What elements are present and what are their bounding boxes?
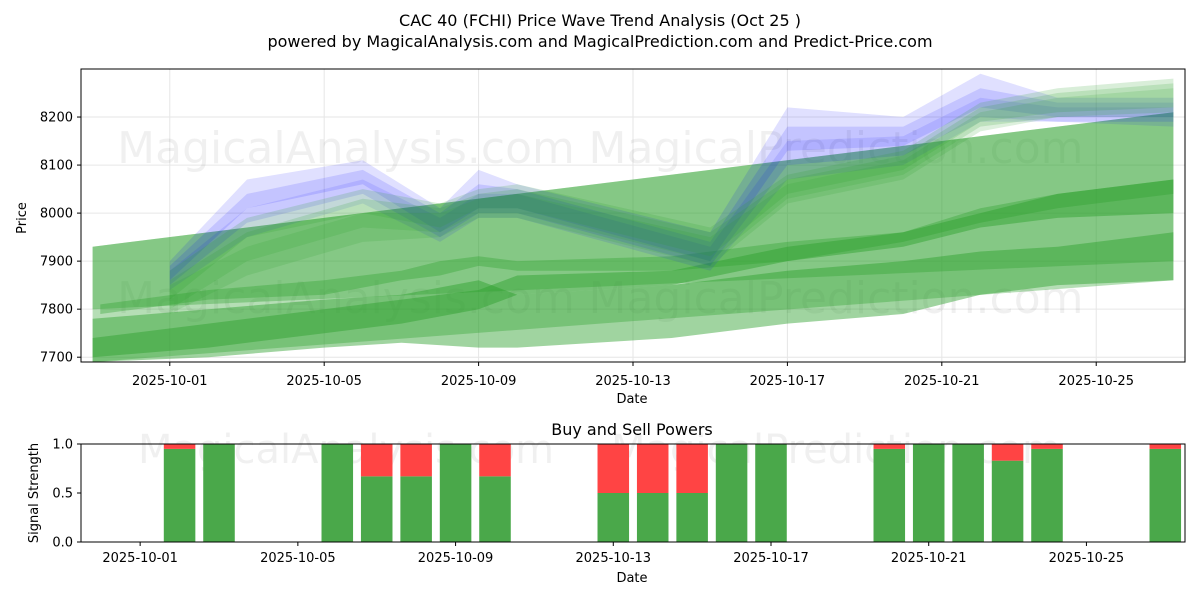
- signal-x-tick-label-0: 2025-10-01: [102, 551, 178, 566]
- buy-bar-4: [400, 476, 432, 542]
- buy-bar-7: [597, 493, 630, 542]
- price-x-axis-title: Date: [616, 392, 647, 407]
- signal-x-tick-label-6: 2025-10-25: [1049, 551, 1125, 566]
- history-band-green-band-1: [169, 78, 1174, 300]
- price-x-ticks: 2025-10-01 2025-10-05 2025-10-09 2025-10-13…: [132, 362, 1134, 389]
- history-band-blue-band-2: [169, 88, 1174, 286]
- buy-bar-14: [952, 444, 984, 542]
- price-x-tick-label-5: 2025-10-21: [904, 374, 980, 389]
- price-y-tick-label-2: 7900: [40, 255, 73, 270]
- buy-bar-6: [479, 476, 511, 542]
- sell-bar-8: [636, 444, 669, 493]
- sell-bar-15: [991, 444, 1024, 461]
- sell-bar-7: [597, 444, 630, 493]
- signal-x-tick-label-2: 2025-10-09: [418, 551, 494, 566]
- sell-bar-17: [1149, 444, 1182, 449]
- signal-y-tick-label-2: 1.0: [52, 438, 73, 453]
- buy-bar-12: [873, 448, 906, 542]
- watermark-upper-left: MagicalAnalysis.com: [117, 123, 575, 174]
- signal-x-tick-label-5: 2025-10-21: [891, 551, 967, 566]
- signal-plot-title: Buy and Sell Powers: [551, 420, 713, 439]
- prediction-band-green-wide-1: [92, 112, 1174, 362]
- watermark-lower-right: MagicalPrediction.com: [589, 273, 1084, 324]
- price-x-tick-label-2: 2025-10-09: [441, 374, 517, 389]
- buy-bar-0: [163, 448, 196, 542]
- price-y-axis-title: Price: [15, 202, 30, 234]
- sell-bar-12: [873, 444, 906, 449]
- sell-bar-9: [676, 444, 708, 493]
- chart-title: CAC 40 (FCHI) Price Wave Trend Analysis …: [399, 11, 801, 30]
- price-x-tick-label-0: 2025-10-01: [132, 374, 208, 389]
- signal-x-axis-title: Date: [616, 571, 647, 586]
- sell-bar-3: [360, 444, 393, 477]
- watermark-lower-left: MagicalAnalysis.com: [117, 273, 575, 324]
- buy-bar-8: [636, 493, 669, 542]
- prediction-band-green-mid-2: [100, 179, 1174, 314]
- signal-x-tick-label-4: 2025-10-17: [733, 551, 809, 566]
- history-band-green-band-2: [169, 83, 1174, 310]
- buy-bar-1: [203, 444, 235, 542]
- price-y-ticks: 7700 7800 7900 8000 8100 8200: [40, 111, 81, 366]
- price-y-tick-label-3: 8000: [40, 207, 73, 222]
- signal-bars: [163, 444, 1182, 542]
- buy-bar-16: [1031, 448, 1063, 542]
- buy-bar-5: [439, 444, 472, 542]
- buy-bar-10: [715, 444, 748, 542]
- signal-y-axis-title: Signal Strength: [27, 443, 42, 543]
- price-y-tick-label-0: 7700: [40, 351, 73, 366]
- buy-bar-11: [755, 444, 787, 542]
- sell-bar-0: [163, 444, 196, 449]
- price-x-tick-label-1: 2025-10-05: [286, 374, 362, 389]
- history-band-blue-band-1: [169, 73, 1174, 281]
- sell-bar-6: [479, 444, 511, 477]
- buy-bar-15: [991, 460, 1024, 542]
- signal-x-tick-label-1: 2025-10-05: [260, 551, 336, 566]
- prediction-band-green-mid-1: [92, 179, 1174, 358]
- signal-x-tick-label-3: 2025-10-13: [576, 551, 652, 566]
- signal-y-ticks: 0.0 0.5 1.0: [52, 438, 81, 551]
- history-band-green-band-3: [169, 88, 1174, 314]
- buy-bar-17: [1149, 448, 1182, 542]
- sell-bar-16: [1031, 444, 1063, 449]
- buy-bar-13: [912, 444, 945, 542]
- prediction-band-green-wide-2: [92, 232, 1174, 362]
- sell-bar-4: [400, 444, 432, 477]
- prediction-band-green-upper: [92, 112, 1174, 310]
- watermark-upper-right: MagicalPrediction.com: [589, 123, 1084, 174]
- signal-y-tick-label-0: 0.0: [52, 536, 73, 551]
- price-y-tick-label-4: 8100: [40, 159, 73, 174]
- price-grid: [81, 69, 1185, 362]
- price-bands: [92, 73, 1174, 362]
- price-y-tick-label-5: 8200: [40, 111, 73, 126]
- price-x-tick-label-3: 2025-10-13: [595, 374, 671, 389]
- price-y-tick-label-1: 7800: [40, 303, 73, 318]
- history-band-blue-band-3: [169, 97, 1174, 290]
- chart-subtitle: powered by MagicalAnalysis.com and Magic…: [267, 32, 932, 51]
- signal-y-tick-label-1: 0.5: [52, 487, 73, 502]
- signal-x-ticks: 2025-10-01 2025-10-05 2025-10-09 2025-10-13…: [102, 542, 1124, 566]
- price-plot: MagicalAnalysis.com MagicalPrediction.co…: [15, 68, 1186, 407]
- signal-plot: Buy and Sell Powers MagicalAnalysis.com …: [27, 420, 1186, 586]
- buy-bar-2: [321, 444, 354, 542]
- price-x-tick-label-4: 2025-10-17: [750, 374, 826, 389]
- buy-bar-9: [676, 493, 708, 542]
- price-x-tick-label-6: 2025-10-25: [1058, 374, 1134, 389]
- price-watermarks: MagicalAnalysis.com MagicalPrediction.co…: [117, 123, 1083, 324]
- buy-bar-3: [360, 476, 393, 542]
